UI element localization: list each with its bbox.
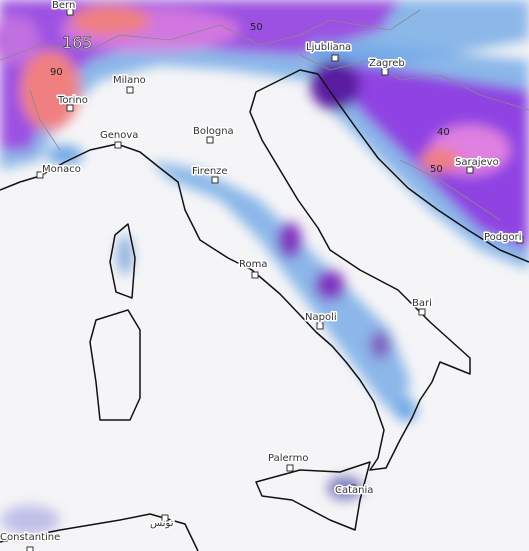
city-label: Torino <box>57 95 88 106</box>
city-label: Podgori <box>484 232 522 243</box>
city-label: Palermo <box>268 453 308 464</box>
city-dot <box>26 546 34 551</box>
city-label: Constantine <box>0 532 60 543</box>
city-dot <box>381 68 389 76</box>
contour-labels: 165 90 50 40 50 <box>50 22 450 175</box>
contour-label: 40 <box>437 127 450 138</box>
city-dot <box>516 236 524 244</box>
city-dot <box>251 271 259 279</box>
city-dot <box>211 176 219 184</box>
precipitation <box>0 0 529 535</box>
city-label: Milano <box>113 75 146 86</box>
city-dot <box>348 484 356 492</box>
city-label: Zagreb <box>369 58 405 69</box>
city-label: Napoli <box>305 312 337 323</box>
city-dot <box>161 514 169 522</box>
contour-label: 90 <box>50 67 63 78</box>
city-label: Roma <box>239 259 268 270</box>
city-dot <box>286 464 294 472</box>
city-label: Firenze <box>192 166 228 177</box>
city-label: Genova <box>100 130 138 141</box>
city-dot <box>316 322 324 330</box>
city-label: Catania <box>335 485 373 496</box>
city-dot <box>418 308 426 316</box>
city-label: Sarajevo <box>455 157 499 168</box>
city-dot <box>36 171 44 179</box>
city-label: Bologna <box>193 126 234 137</box>
contour-label: 165 <box>62 33 93 52</box>
borders <box>0 9 529 221</box>
contour-label: 50 <box>430 164 443 175</box>
city-dot <box>126 86 134 94</box>
city-dot <box>206 136 214 144</box>
city-label: Bern <box>52 0 75 11</box>
city-label: تونس <box>150 518 174 529</box>
coastlines <box>0 69 529 551</box>
city-label: Monaco <box>42 164 81 175</box>
contour-label: 50 <box>250 22 263 33</box>
city-dot <box>331 54 339 62</box>
city-dot <box>66 8 74 16</box>
city-dot <box>114 141 122 149</box>
city-label: Bari <box>412 298 432 309</box>
city-dot <box>66 104 74 112</box>
city-dot <box>466 166 474 174</box>
city-label: Ljubliana <box>306 42 351 53</box>
